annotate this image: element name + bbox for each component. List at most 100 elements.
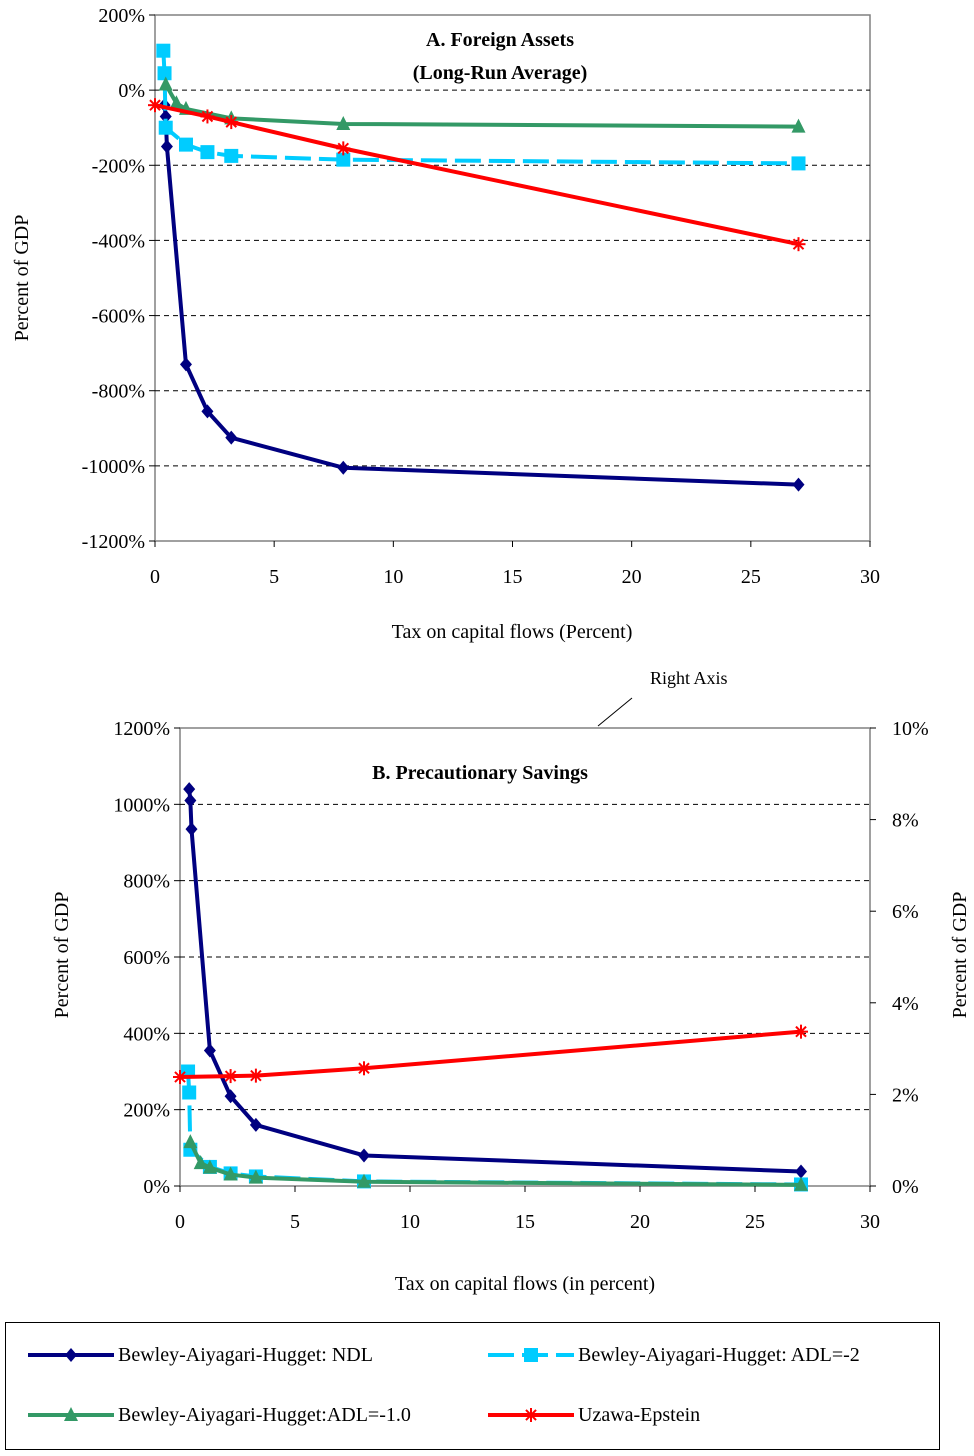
y-tick-label: 1000% [113,794,170,816]
y-tick-label: -1200% [82,531,145,553]
data-point [224,148,239,163]
y2-tick-label: 4% [892,993,919,1015]
data-point [159,109,172,124]
y2-axis-label: Percent of GDP [949,892,971,1019]
data-point [178,137,193,152]
chart-title: A. Foreign Assets [426,29,574,51]
y-tick-label: -600% [92,306,145,328]
data-point [183,782,196,797]
legend-swatch [28,1407,114,1421]
y-tick-label: 0% [143,1176,170,1198]
legend-item-bewley-aiyagari-hugget-ndl: Bewley-Aiyagari-Hugget: NDL [26,1337,373,1373]
data-point [794,1024,808,1039]
data-point [157,66,172,81]
legend-item-uzawa-epstein: Uzawa-Epstein [486,1397,700,1433]
legend-marker [524,1408,538,1422]
data-point [336,115,351,130]
data-point [182,1085,197,1100]
data-point [200,109,215,124]
series-layer [148,43,806,492]
data-point [185,822,198,837]
annotation-right-axis: Right Axis [650,668,728,688]
chart-foreign-assets: 200% 0% -200% -400% -600% -800% -1000% -1200% 0… [11,5,880,643]
y-axis-label: Percent of GDP [51,892,73,1019]
y-tick-label: -400% [92,230,145,252]
legend-label: Uzawa-Epstein [578,1403,701,1426]
series-layer [173,782,808,1192]
series-bewley-aiyagari-hugget-adl-2 [156,43,806,171]
y-tick-label: 400% [123,1023,170,1045]
legend-marker [64,1407,78,1421]
series-uzawa-epstein [173,1024,808,1084]
data-point [358,1148,370,1163]
x-tick-label: 30 [860,566,880,588]
y-tick-label: 600% [123,947,170,969]
data-point [184,793,197,808]
x-axis-label: Tax on capital flows (Percent) [392,621,633,643]
legend-marker [524,1348,538,1362]
data-point [169,95,184,110]
x-axis-label-visible: Tax on capital flows (in percent) [395,1273,655,1295]
x-tick-label: 5 [290,1211,300,1233]
legend-label: Bewley-Aiyagari-Hugget: ADL=-2 [578,1343,860,1366]
chart-title: B. Precautionary Savings [372,762,588,784]
legend-item-bewley-aiyagari-hugget-adl-1-0: Bewley-Aiyagari-Hugget:ADL=-1.0 [26,1397,411,1433]
x-tick-label: 15 [515,1211,535,1233]
data-point [193,1155,208,1170]
y2-tick-label: 0% [892,1176,919,1198]
y-tick-labels: 1200% 1000% 800% 600% 400% 200% 0% [113,718,180,1198]
y2-tick-labels: 10% 8% 6% 4% 2% 0% [870,718,929,1198]
data-point [225,430,238,445]
data-point [200,145,215,160]
data-point [792,477,805,492]
data-point [160,139,173,154]
data-point [158,76,173,91]
plot-area [154,14,871,542]
series-bewley-aiyagari-hugget-adl-1-0 [183,1134,808,1191]
data-point [173,1069,187,1084]
legend-swatch [488,1348,574,1362]
data-point [357,1173,371,1188]
legend: Bewley-Aiyagari-Hugget: NDL Bewley-Aiyaga… [5,1322,940,1450]
y-tick-label: -800% [92,381,145,403]
x-tick-label: 10 [400,1211,420,1233]
y2-tick-label: 8% [892,810,919,832]
x-tick-labels: 0 5 10 15 20 25 30 [175,1186,880,1233]
data-point [202,1159,217,1174]
data-point [337,460,350,475]
x-tick-label: 25 [741,566,761,588]
data-point [224,115,239,130]
series-line [161,50,799,166]
data-point [223,1166,238,1181]
data-point [336,141,351,156]
chart-subtitle: (Long-Run Average) [413,62,588,84]
data-point [791,237,806,252]
y2-tick-label: 10% [892,718,929,740]
data-point [336,152,351,167]
y-axis-label: Percent of GDP [11,215,33,342]
y-tick-labels: 200% 0% -200% -400% -600% -800% -1000% -1200% [82,5,155,553]
x-tick-label: 25 [745,1211,765,1233]
data-point [224,1089,237,1104]
x-tick-label: 20 [630,1211,650,1233]
legend-item-bewley-aiyagari-hugget-adl-2: Bewley-Aiyagari-Hugget: ADL=-2 [486,1337,860,1373]
x-tick-label: 30 [860,1211,880,1233]
chart-precautionary-savings: 1200%1000%800%600%400%200%0% 10%8%6%4%2%… [51,668,971,1295]
x-tick-label: 0 [150,566,160,588]
x-tick-label: 15 [503,566,523,588]
x-tick-labels: 0 5 10 15 20 25 30 [150,541,880,588]
data-point [203,1043,216,1058]
data-point [179,357,192,372]
x-tick-label: 20 [622,566,642,588]
data-point [223,1069,238,1084]
y-tick-label: -200% [92,155,145,177]
grid-lines [155,89,870,467]
data-point [248,1068,263,1083]
legend-marker [65,1348,77,1362]
data-point [156,43,171,58]
grid-lines [180,803,870,1111]
x-tick-label: 10 [383,566,403,588]
y-tick-label: 0% [118,80,145,102]
data-point [249,1117,262,1132]
